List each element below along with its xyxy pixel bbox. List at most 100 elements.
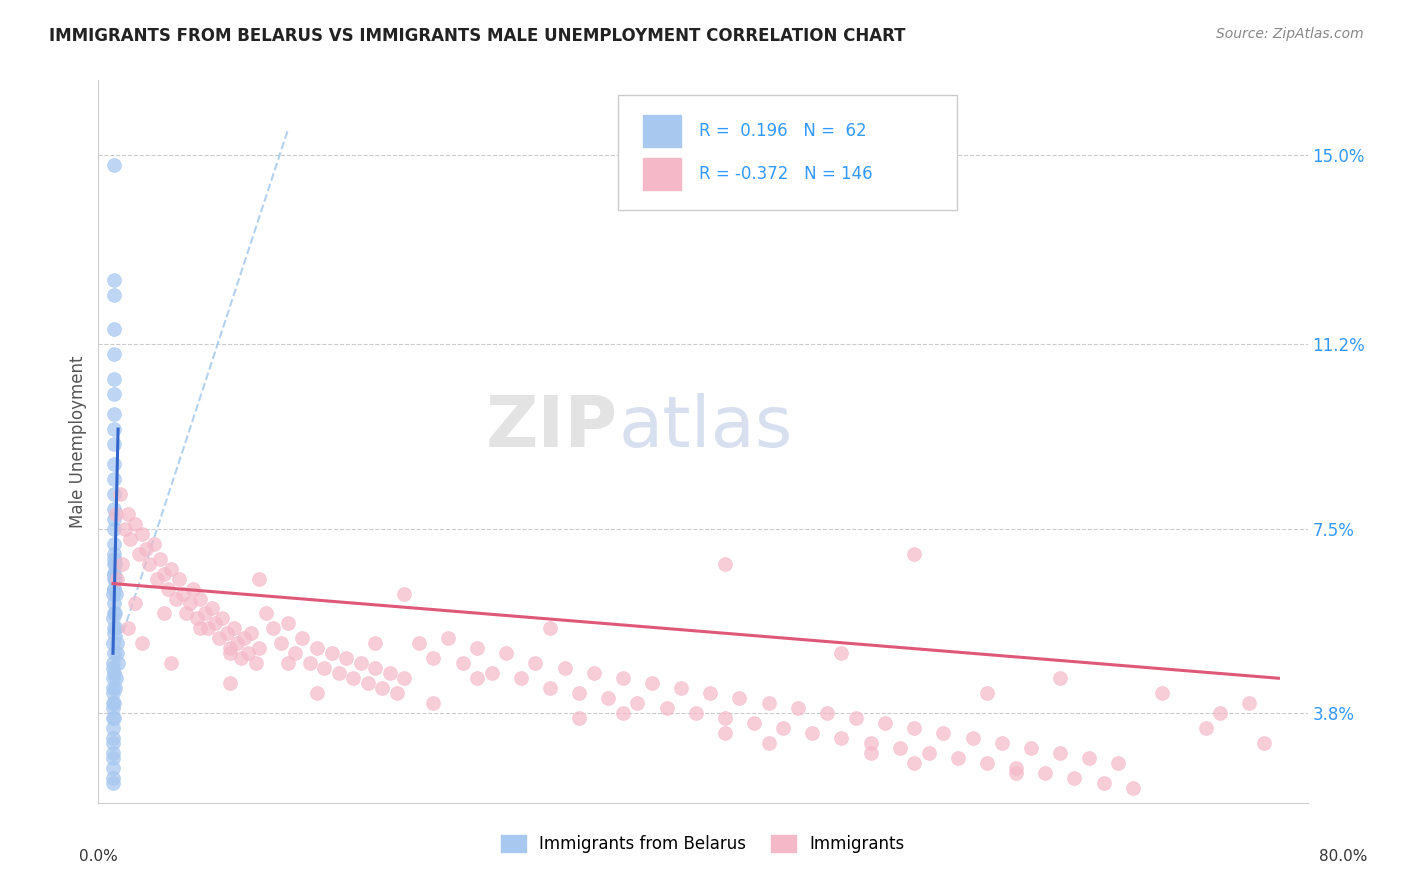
Point xyxy=(103,586,125,600)
Point xyxy=(103,686,125,700)
Point xyxy=(371,681,394,696)
Point xyxy=(946,751,969,765)
Point xyxy=(422,696,444,710)
Point xyxy=(103,582,125,596)
Text: 80.0%: 80.0% xyxy=(1319,849,1367,863)
Point xyxy=(211,611,233,625)
Point xyxy=(105,636,128,650)
Point xyxy=(103,422,125,436)
Point xyxy=(231,651,253,665)
Point xyxy=(197,621,219,635)
Point xyxy=(859,736,882,750)
Point xyxy=(218,676,240,690)
Point xyxy=(495,646,517,660)
Point xyxy=(104,586,127,600)
Point xyxy=(103,696,125,710)
Point xyxy=(153,607,176,621)
Point xyxy=(104,607,127,621)
Point xyxy=(167,572,190,586)
Point xyxy=(408,636,430,650)
Point xyxy=(1194,721,1216,735)
Text: R =  0.196   N =  62: R = 0.196 N = 62 xyxy=(699,122,868,140)
Point xyxy=(509,671,531,685)
Point xyxy=(103,272,125,286)
Point xyxy=(1239,696,1261,710)
Point xyxy=(481,666,503,681)
Point xyxy=(103,566,125,581)
Point xyxy=(1092,776,1115,790)
Point xyxy=(1150,686,1173,700)
Point xyxy=(103,372,125,386)
Point xyxy=(104,681,127,696)
Point xyxy=(305,686,328,700)
Bar xyxy=(643,114,682,147)
Point xyxy=(101,731,124,745)
Point xyxy=(103,736,125,750)
Point xyxy=(612,706,634,720)
Point xyxy=(104,557,127,571)
Point xyxy=(364,636,387,650)
Point xyxy=(103,711,125,725)
Point xyxy=(641,676,664,690)
Point xyxy=(451,657,474,671)
Point xyxy=(103,347,125,361)
Point xyxy=(714,557,737,571)
Point xyxy=(165,591,187,606)
Point xyxy=(976,756,998,770)
Point xyxy=(1063,771,1085,785)
Bar xyxy=(643,158,682,191)
Point xyxy=(105,572,128,586)
Point xyxy=(240,626,263,640)
Point xyxy=(254,607,277,621)
Point xyxy=(103,751,125,765)
Point xyxy=(157,582,180,596)
Point xyxy=(742,716,765,731)
Point xyxy=(160,657,183,671)
Legend: Immigrants from Belarus, Immigrants: Immigrants from Belarus, Immigrants xyxy=(495,828,911,860)
Point xyxy=(830,731,852,745)
Point xyxy=(758,696,780,710)
Point xyxy=(103,646,125,660)
Point xyxy=(194,607,217,621)
Point xyxy=(204,616,226,631)
Point xyxy=(626,696,648,710)
Point xyxy=(103,771,125,785)
Point xyxy=(1033,765,1056,780)
Point xyxy=(1005,765,1028,780)
Point xyxy=(394,671,416,685)
Point xyxy=(612,671,634,685)
Point xyxy=(903,756,925,770)
Point xyxy=(104,507,127,521)
Point xyxy=(378,666,401,681)
Text: ZIP: ZIP xyxy=(486,392,619,461)
Point xyxy=(101,761,124,775)
Point xyxy=(305,641,328,656)
Point xyxy=(215,626,238,640)
Point xyxy=(932,726,955,740)
Point xyxy=(889,741,911,756)
Point xyxy=(174,607,197,621)
Point xyxy=(114,522,136,536)
Point xyxy=(291,632,314,646)
Point xyxy=(190,591,212,606)
Point xyxy=(179,597,201,611)
Point xyxy=(1049,671,1071,685)
Point xyxy=(335,651,357,665)
Point xyxy=(124,597,146,611)
Point xyxy=(103,671,125,685)
Point xyxy=(1209,706,1232,720)
Point xyxy=(124,516,146,531)
Point xyxy=(875,716,897,731)
Point xyxy=(218,641,240,656)
Point xyxy=(990,736,1012,750)
Point xyxy=(238,646,260,660)
Point xyxy=(328,666,350,681)
Point xyxy=(465,671,488,685)
Point xyxy=(801,726,824,740)
FancyBboxPatch shape xyxy=(619,95,957,211)
Point xyxy=(465,641,488,656)
Point xyxy=(103,681,125,696)
Point xyxy=(181,582,204,596)
Point xyxy=(103,557,125,571)
Text: atlas: atlas xyxy=(619,392,793,461)
